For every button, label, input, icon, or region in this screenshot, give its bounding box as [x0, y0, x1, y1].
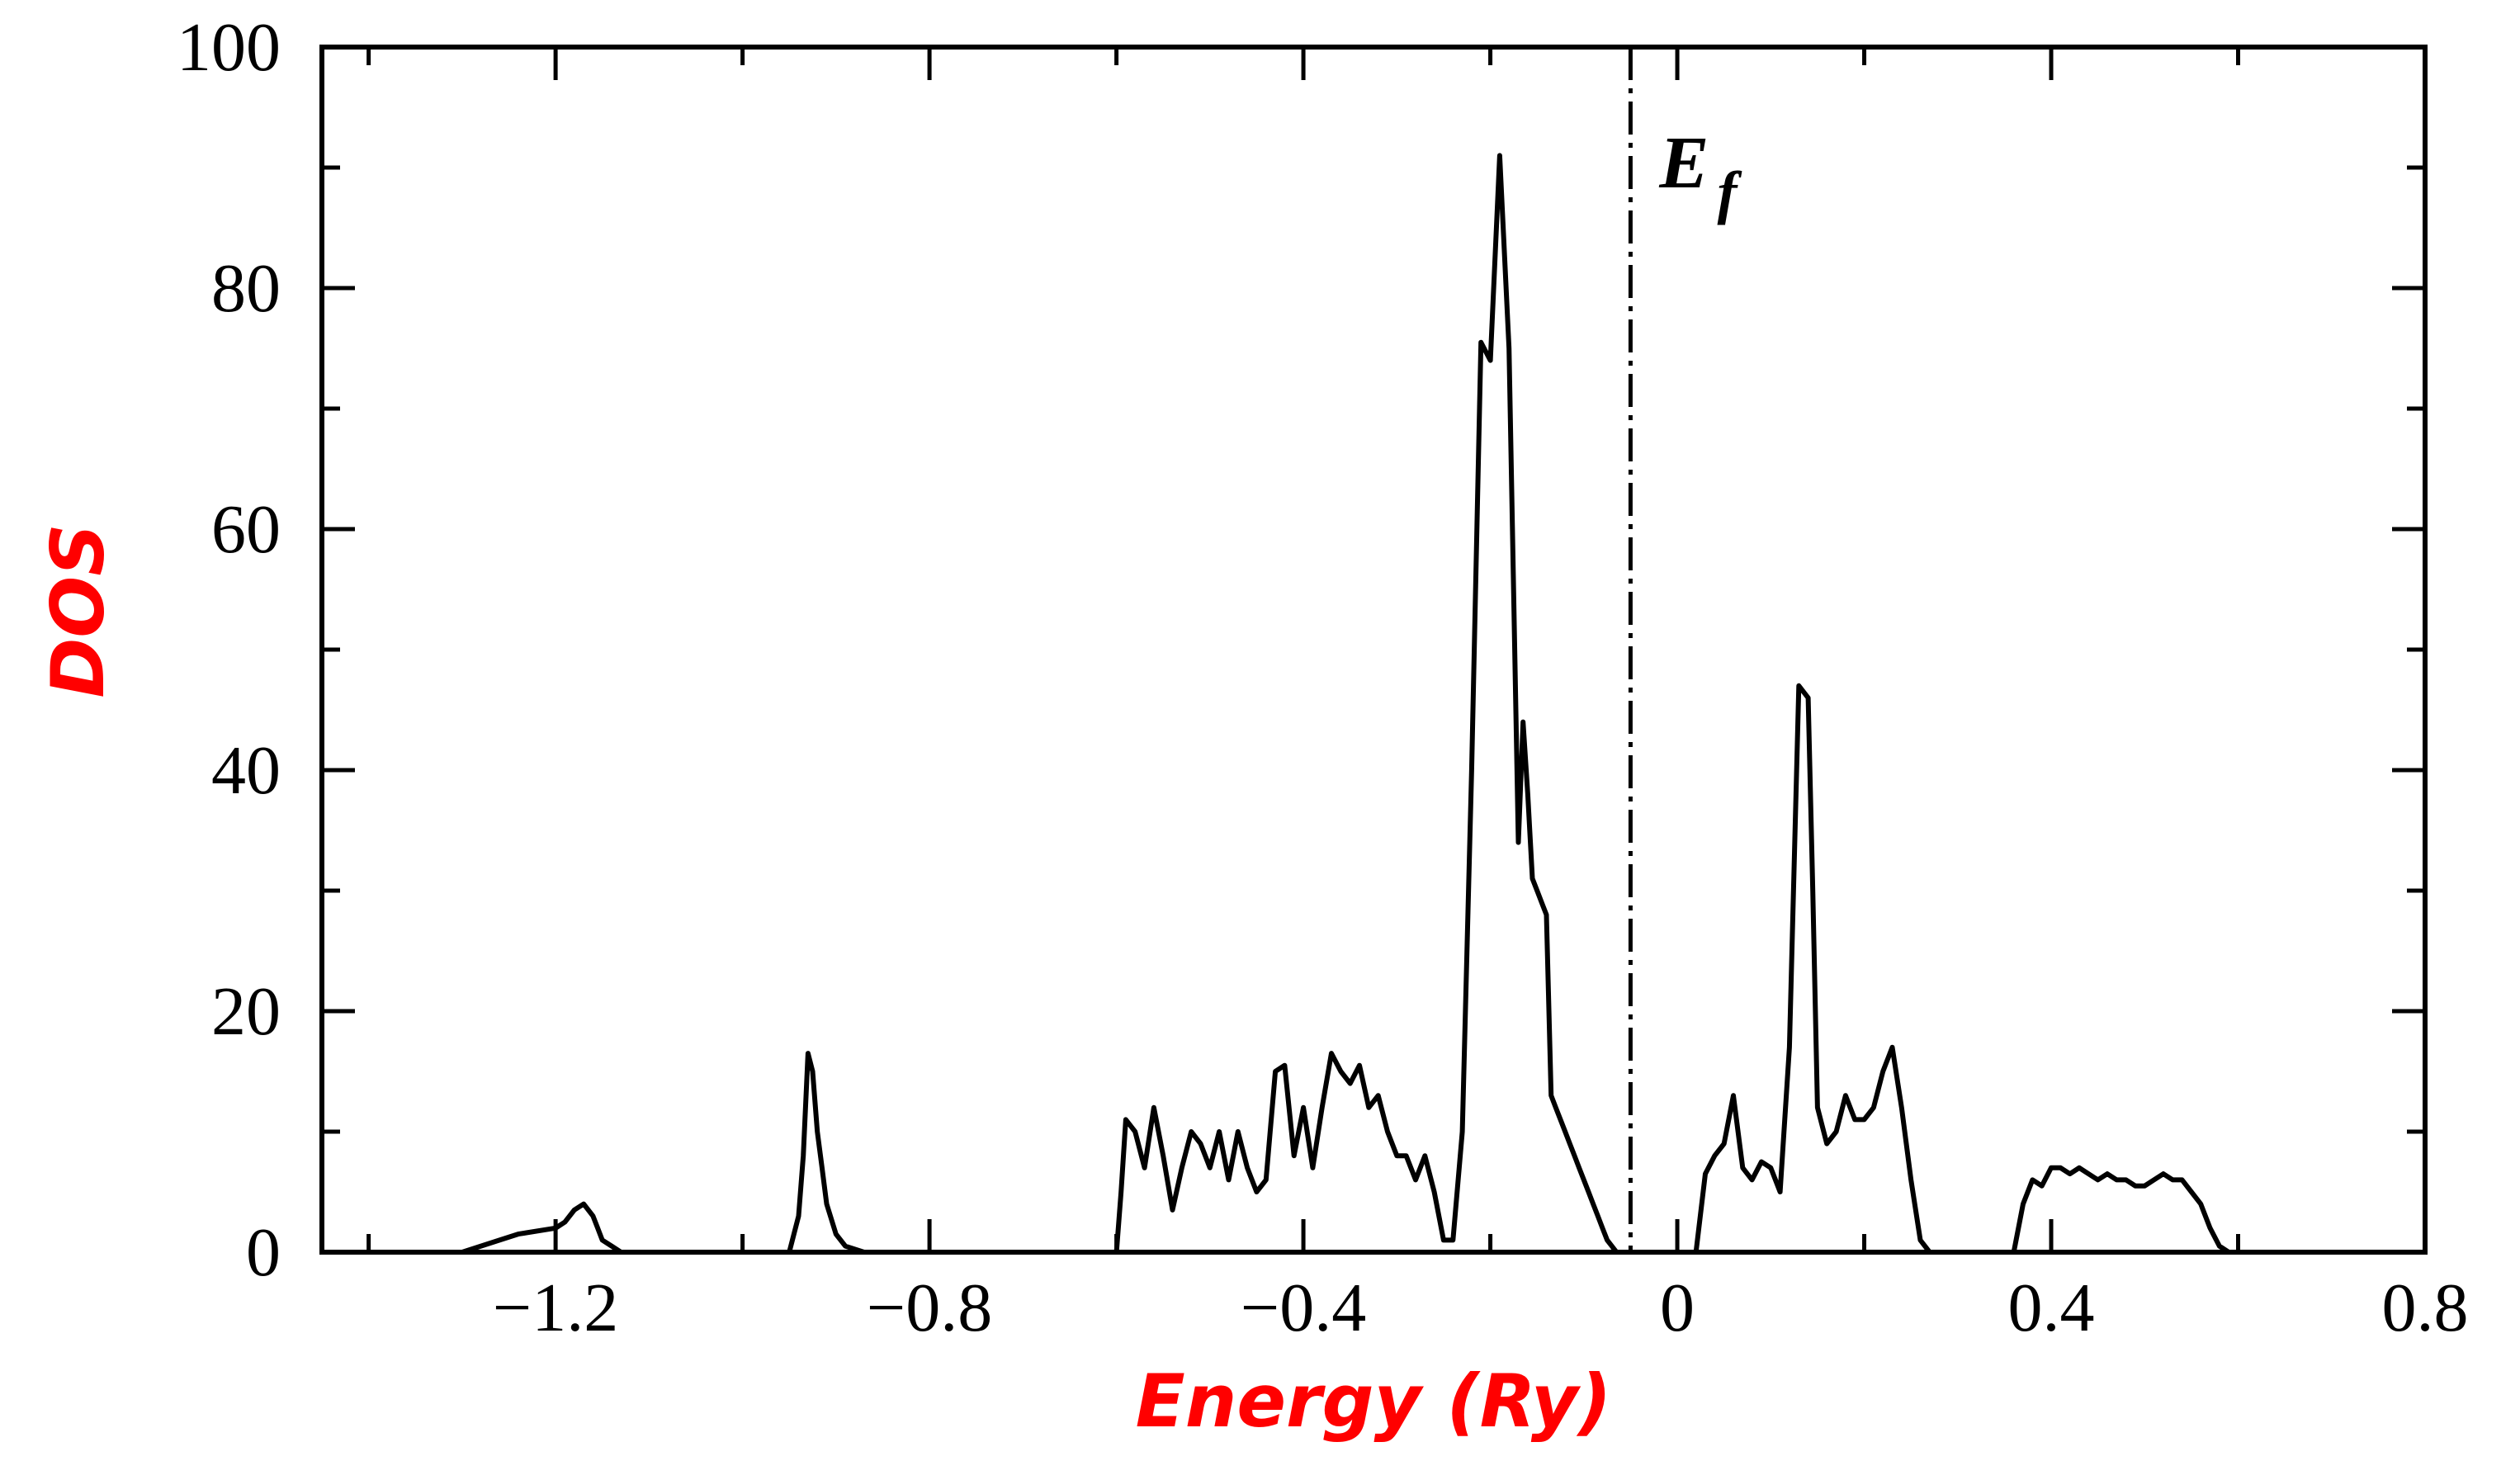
axis-ticks: [322, 45, 2428, 1255]
tick-labels: −1.2 −0.8 −0.4 0 0.4 0.8 0 20 40 60 80 100: [177, 9, 2469, 1346]
x-tick-label: 0.8: [2382, 1270, 2469, 1346]
x-axis-label: Energy (Ry): [1136, 1359, 1612, 1444]
x-tick-label: 0: [1660, 1270, 1695, 1346]
x-tick-label: −0.8: [867, 1270, 992, 1346]
fermi-label-subscript: f: [1717, 159, 1742, 225]
y-axis-label: DOS: [35, 523, 121, 697]
plot-frame: [319, 45, 2428, 1255]
fermi-label-main: E: [1658, 122, 1709, 204]
y-tick-label: 100: [177, 9, 281, 86]
x-tick-label: −0.4: [1241, 1270, 1366, 1346]
x-tick-label: 0.4: [2008, 1270, 2095, 1346]
dos-series-line: [319, 153, 2239, 1255]
y-tick-label: 60: [211, 491, 281, 568]
y-tick-label: 80: [211, 250, 281, 327]
y-tick-label: 40: [211, 732, 281, 809]
x-tick-label: −1.2: [493, 1270, 618, 1346]
y-tick-label: 20: [211, 973, 281, 1050]
y-tick-label: 0: [246, 1214, 281, 1291]
